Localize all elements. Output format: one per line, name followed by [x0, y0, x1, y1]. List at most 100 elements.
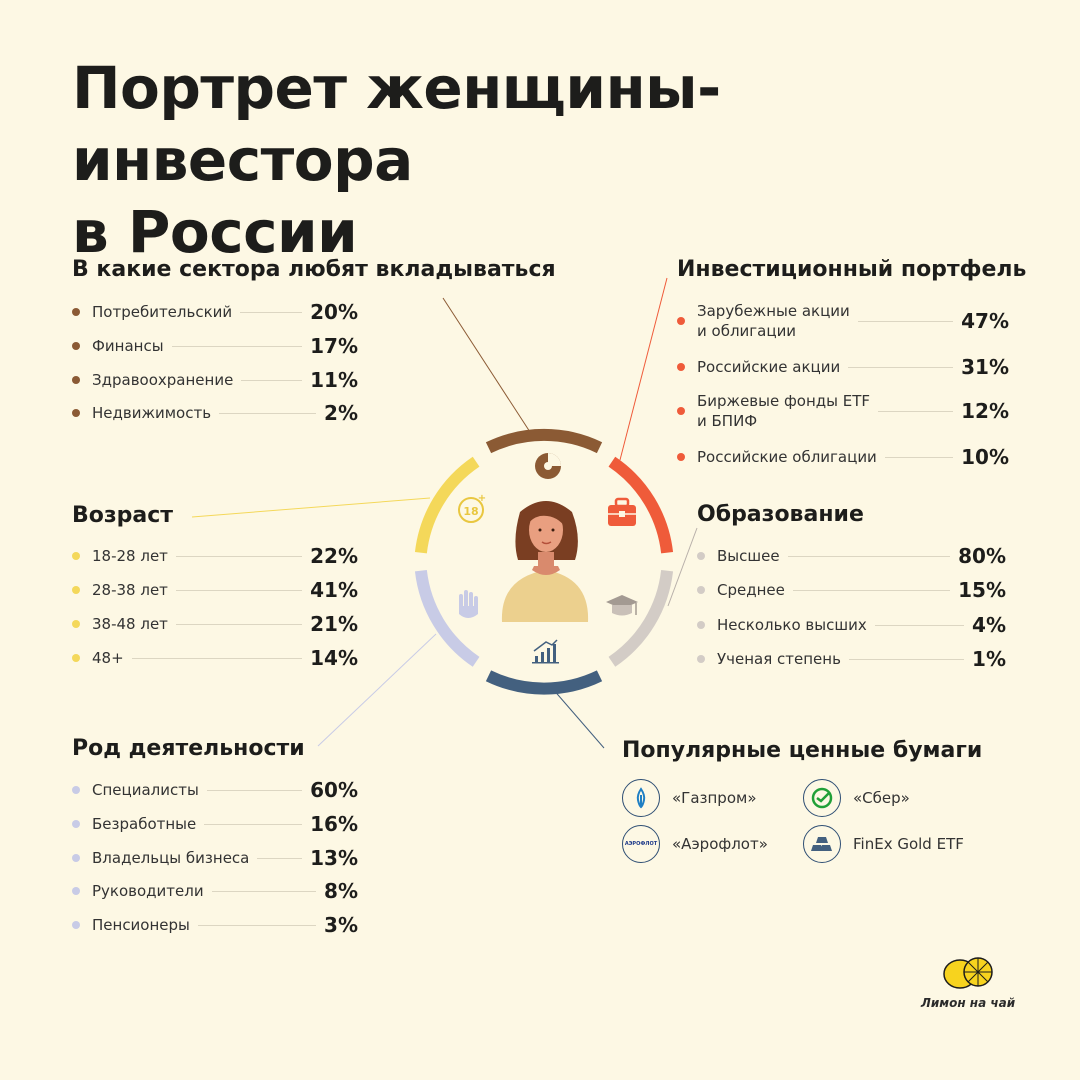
- connector-age: [191, 497, 431, 518]
- bullet-dot: [697, 655, 705, 663]
- leader-line: [848, 658, 965, 660]
- brand-name: Лимон на чай: [920, 996, 1016, 1010]
- ring-segment-education: [608, 569, 674, 667]
- woman-avatar: [501, 501, 589, 622]
- age-heading: Возраст: [72, 503, 174, 528]
- sectors-row: Здравоохранение 11%: [72, 365, 358, 395]
- education-label: Среднее: [717, 581, 785, 599]
- leader-line: [219, 412, 317, 414]
- education-value: 1%: [972, 647, 1006, 671]
- education-label: Высшее: [717, 547, 780, 565]
- leader-line: [787, 555, 951, 557]
- bullet-dot: [72, 654, 80, 662]
- leader-line: [792, 589, 951, 591]
- age-label: 48+: [92, 649, 124, 667]
- activity-row: Специалисты 60%: [72, 775, 358, 805]
- sber-check-icon: [803, 779, 841, 817]
- leader-line: [197, 924, 317, 926]
- activity-value: 8%: [324, 879, 358, 903]
- activity-row: Руководители 8%: [72, 876, 358, 906]
- age-row: 28-38 лет 41%: [72, 575, 358, 605]
- education-row: Ученая степень 1%: [697, 644, 1006, 674]
- education-heading: Образование: [697, 502, 864, 527]
- portfolio-heading: Инвестиционный портфель: [677, 257, 1027, 282]
- portfolio-value: 10%: [961, 445, 1009, 469]
- leader-line: [175, 589, 303, 591]
- page-title-line2: в России: [72, 198, 358, 266]
- graduation-cap-icon: [606, 595, 638, 616]
- leader-line: [241, 379, 303, 381]
- stock-gazprom: «Газпром»: [622, 779, 757, 817]
- ring-segment-activity: [414, 569, 480, 667]
- portfolio-row: Российские облигации 10%: [677, 442, 1009, 472]
- portfolio-value: 31%: [961, 355, 1009, 379]
- age-value: 14%: [310, 646, 358, 670]
- activity-label: Специалисты: [92, 781, 199, 799]
- page-title-line1: Портрет женщины-инвестора: [72, 54, 721, 194]
- stock-aeroflot: АЭРОФЛОТ «Аэрофлот»: [622, 825, 768, 863]
- bullet-dot: [72, 620, 80, 628]
- activity-row: Пенсионеры 3%: [72, 910, 358, 940]
- age-label: 18-28 лет: [92, 547, 168, 565]
- age-value: 21%: [310, 612, 358, 636]
- leader-line: [211, 890, 317, 892]
- leader-line: [240, 311, 303, 313]
- sectors-value: 2%: [324, 401, 358, 425]
- ring-segment-age: [414, 456, 480, 554]
- bullet-dot: [72, 586, 80, 594]
- bullet-dot: [72, 921, 80, 929]
- bullet-dot: [677, 407, 685, 415]
- education-row: Высшее 80%: [697, 541, 1006, 571]
- leader-line: [848, 366, 954, 368]
- education-row: Несколько высших 4%: [697, 610, 1006, 640]
- bullet-dot: [72, 786, 80, 794]
- age-label: 28-38 лет: [92, 581, 168, 599]
- sectors-label: Финансы: [92, 337, 164, 355]
- age-row: 18-28 лет 22%: [72, 541, 358, 571]
- portfolio-label: Зарубежные акции и облигации: [697, 302, 850, 340]
- stock-label: «Газпром»: [672, 789, 757, 807]
- stocks-heading: Популярные ценные бумаги: [622, 738, 983, 763]
- gold-bars-icon: [803, 825, 841, 863]
- connector-activity: [317, 633, 437, 747]
- bullet-dot: [697, 586, 705, 594]
- leader-line: [131, 657, 303, 659]
- activity-label: Руководители: [92, 882, 204, 900]
- education-row: Среднее 15%: [697, 575, 1006, 605]
- aeroflot-wordmark-icon: АЭРОФЛОТ: [622, 825, 660, 863]
- activity-row: Безработные 16%: [72, 809, 358, 839]
- bullet-dot: [72, 552, 80, 560]
- bullet-dot: [72, 342, 80, 350]
- portfolio-row: Зарубежные акции и облигации 47%: [677, 299, 1009, 343]
- portfolio-value: 47%: [961, 309, 1009, 333]
- ring-segment-stocks: [485, 670, 603, 695]
- ring-segment-portfolio: [608, 456, 674, 554]
- leader-line: [206, 789, 303, 791]
- portfolio-value: 12%: [961, 399, 1009, 423]
- sectors-label: Потребительский: [92, 303, 233, 321]
- leader-line: [175, 555, 303, 557]
- stock-label: FinEx Gold ETF: [853, 835, 964, 853]
- portfolio-label: Российские акции: [697, 358, 841, 376]
- stock-label: «Сбер»: [853, 789, 910, 807]
- education-value: 80%: [958, 544, 1006, 568]
- bullet-dot: [72, 376, 80, 384]
- svg-text:18: 18: [463, 505, 478, 518]
- activity-value: 13%: [310, 846, 358, 870]
- age-label: 38-48 лет: [92, 615, 168, 633]
- portfolio-row: Российские акции 31%: [677, 352, 1009, 382]
- education-label: Несколько высших: [717, 616, 867, 634]
- sectors-heading: В какие сектора любят вкладываться: [72, 257, 556, 282]
- sectors-value: 17%: [310, 334, 358, 358]
- sectors-label: Здравоохранение: [92, 371, 234, 389]
- leader-line: [171, 345, 303, 347]
- connector-stocks: [551, 687, 605, 749]
- gazprom-flame-icon: [622, 779, 660, 817]
- activity-label: Пенсионеры: [92, 916, 190, 934]
- connector-portfolio: [619, 277, 668, 461]
- bullet-dot: [677, 453, 685, 461]
- sectors-value: 20%: [310, 300, 358, 324]
- stock-label: «Аэрофлот»: [672, 835, 768, 853]
- activity-row: Владельцы бизнеса 13%: [72, 843, 358, 873]
